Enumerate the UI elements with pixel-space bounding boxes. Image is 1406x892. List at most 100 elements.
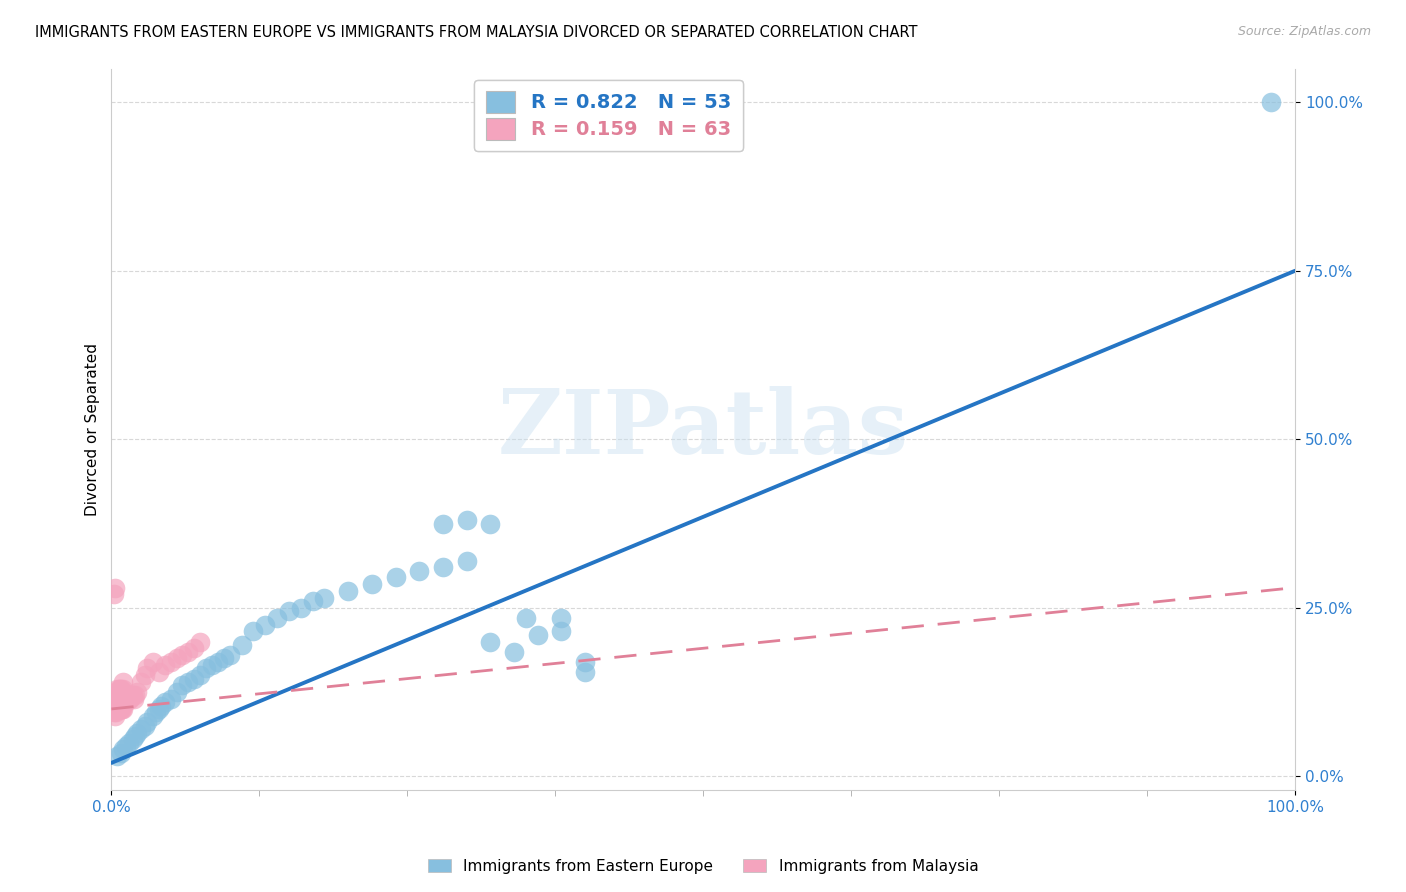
Point [112,675,135,690]
Point [145,706,167,720]
Point [188,668,211,682]
Point [314,591,336,605]
Point [479,634,502,648]
Point [114,689,136,703]
Point [166,651,188,665]
Text: Source: ZipAtlas.com: Source: ZipAtlas.com [1237,25,1371,38]
Point [105,681,128,696]
Point [231,638,253,652]
Point [103,691,125,706]
Point [129,722,152,736]
Point [110,689,132,703]
Point [114,739,136,753]
Point [266,611,288,625]
Point [134,719,156,733]
Point [515,611,537,625]
Point [142,655,165,669]
Point [107,695,129,709]
Point [159,691,181,706]
Point [526,628,548,642]
Point [172,678,194,692]
Point [254,617,277,632]
Point [127,725,149,739]
Point [107,689,129,703]
Point [120,691,142,706]
Point [148,665,170,679]
Point [479,516,502,531]
Legend: Immigrants from Eastern Europe, Immigrants from Malaysia: Immigrants from Eastern Europe, Immigran… [422,853,984,880]
Point [207,655,229,669]
Point [153,658,176,673]
Y-axis label: Divorced or Separated: Divorced or Separated [86,343,100,516]
Point [1260,95,1282,110]
Point [115,691,138,706]
Point [124,729,146,743]
Point [183,641,205,656]
Point [124,689,146,703]
Point [195,661,218,675]
Point [110,702,132,716]
Point [105,702,128,716]
Point [177,645,200,659]
Point [278,604,301,618]
Point [114,695,136,709]
Point [148,702,170,716]
Point [150,698,173,713]
Point [112,689,135,703]
Point [135,661,157,675]
Point [117,691,139,706]
Point [574,665,596,679]
Point [550,624,572,639]
Point [112,681,135,696]
Point [153,695,176,709]
Point [108,681,131,696]
Point [408,564,430,578]
Point [111,702,134,716]
Point [121,689,143,703]
Point [105,695,128,709]
Point [111,695,134,709]
Point [122,691,145,706]
Point [108,689,131,703]
Legend: R = 0.822   N = 53, R = 0.159   N = 63: R = 0.822 N = 53, R = 0.159 N = 63 [474,79,742,152]
Point [105,706,128,720]
Point [134,668,156,682]
Point [550,611,572,625]
Point [105,749,128,764]
Point [103,706,125,720]
Point [135,715,157,730]
Point [105,689,128,703]
Point [103,587,125,601]
Point [104,702,127,716]
Point [337,584,360,599]
Point [129,675,152,690]
Point [101,695,124,709]
Point [112,742,135,756]
Point [112,695,135,709]
Point [456,513,478,527]
Point [103,698,125,713]
Point [177,675,200,690]
Point [212,651,235,665]
Point [432,560,454,574]
Point [110,746,132,760]
Point [290,600,312,615]
Text: IMMIGRANTS FROM EASTERN EUROPE VS IMMIGRANTS FROM MALAYSIA DIVORCED OR SEPARATED: IMMIGRANTS FROM EASTERN EUROPE VS IMMIGR… [35,25,918,40]
Text: ZIPatlas: ZIPatlas [498,385,908,473]
Point [432,516,454,531]
Point [114,695,136,709]
Point [121,732,143,747]
Point [118,691,141,706]
Point [574,655,596,669]
Point [218,648,240,662]
Point [159,655,181,669]
Point [183,672,205,686]
Point [301,594,323,608]
Point [118,689,141,703]
Point [104,695,127,709]
Point [242,624,264,639]
Point [104,581,127,595]
Point [121,689,143,703]
Point [104,708,127,723]
Point [108,695,131,709]
